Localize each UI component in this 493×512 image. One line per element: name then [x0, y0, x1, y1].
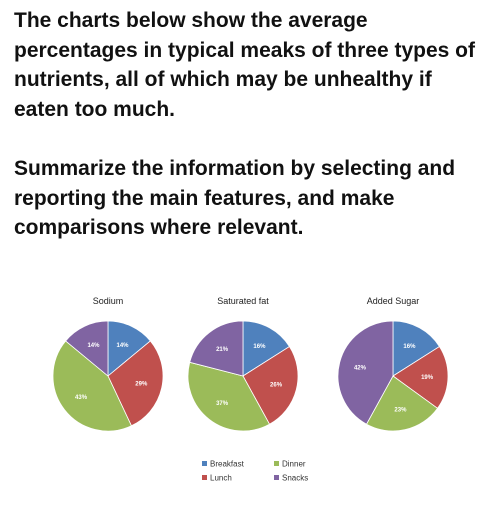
data-label-snacks: 42%: [354, 366, 367, 372]
data-label-lunch: 26%: [270, 382, 283, 388]
prompt-paragraph-1: The charts below show the average percen…: [14, 9, 475, 121]
pie-chart-saturated-fat: Saturated fat 16% 26% 37% 21%: [187, 296, 299, 432]
pie-chart-added-sugar: Added Sugar 16% 19% 23% 42%: [337, 296, 449, 432]
legend-label: Snacks: [282, 474, 308, 483]
prompt-paragraph-2: Summarize the information by selecting a…: [14, 157, 456, 239]
legend-swatch: [202, 461, 207, 466]
data-label-breakfast: 16%: [253, 344, 266, 350]
data-label-breakfast: 14%: [117, 343, 130, 349]
legend-swatch: [274, 475, 279, 480]
legend-label: Dinner: [282, 460, 306, 469]
pie-slice-breakfast: [392, 320, 440, 377]
pie-slice-dinner: [52, 340, 132, 432]
legend-swatch: [274, 461, 279, 466]
legend-item-lunch: Lunch: [202, 474, 232, 483]
legend-item-snacks: Snacks: [274, 474, 308, 483]
pie-slice-dinner: [365, 375, 439, 432]
chart-title: Saturated fat: [217, 296, 269, 306]
data-label-dinner: 23%: [394, 407, 407, 413]
data-label-dinner: 43%: [75, 395, 88, 401]
legend-label: Breakfast: [210, 460, 245, 469]
pie-slice-snacks: [337, 320, 394, 425]
pie-slice-breakfast: [242, 320, 290, 377]
pie-chart-sodium: Sodium 14% 29% 43% 14%: [52, 296, 164, 432]
chart-title: Sodium: [93, 296, 124, 306]
legend-item-breakfast: Breakfast: [202, 460, 245, 469]
task-prompt: The charts below show the average percen…: [14, 6, 484, 243]
data-label-snacks: 14%: [87, 343, 100, 349]
pie-slice-snacks: [65, 320, 109, 377]
data-label-lunch: 29%: [135, 381, 148, 387]
data-label-snacks: 21%: [216, 347, 229, 353]
legend-label: Lunch: [210, 474, 232, 483]
data-label-dinner: 37%: [216, 401, 229, 407]
data-label-breakfast: 16%: [403, 344, 416, 350]
pie-slice-dinner: [187, 361, 271, 432]
pie-charts-figure: Sodium 14% 29% 43% 14% Saturated fat 16% 26%…: [52, 296, 449, 483]
legend: Breakfast Dinner Lunch Snacks: [202, 460, 308, 483]
pie-slice-lunch: [242, 345, 299, 425]
legend-swatch: [202, 475, 207, 480]
pie-slice-lunch: [392, 345, 449, 409]
pie-slice-snacks: [189, 320, 244, 377]
data-label-lunch: 19%: [421, 375, 434, 381]
legend-item-dinner: Dinner: [274, 460, 306, 469]
chart-title: Added Sugar: [367, 296, 420, 306]
